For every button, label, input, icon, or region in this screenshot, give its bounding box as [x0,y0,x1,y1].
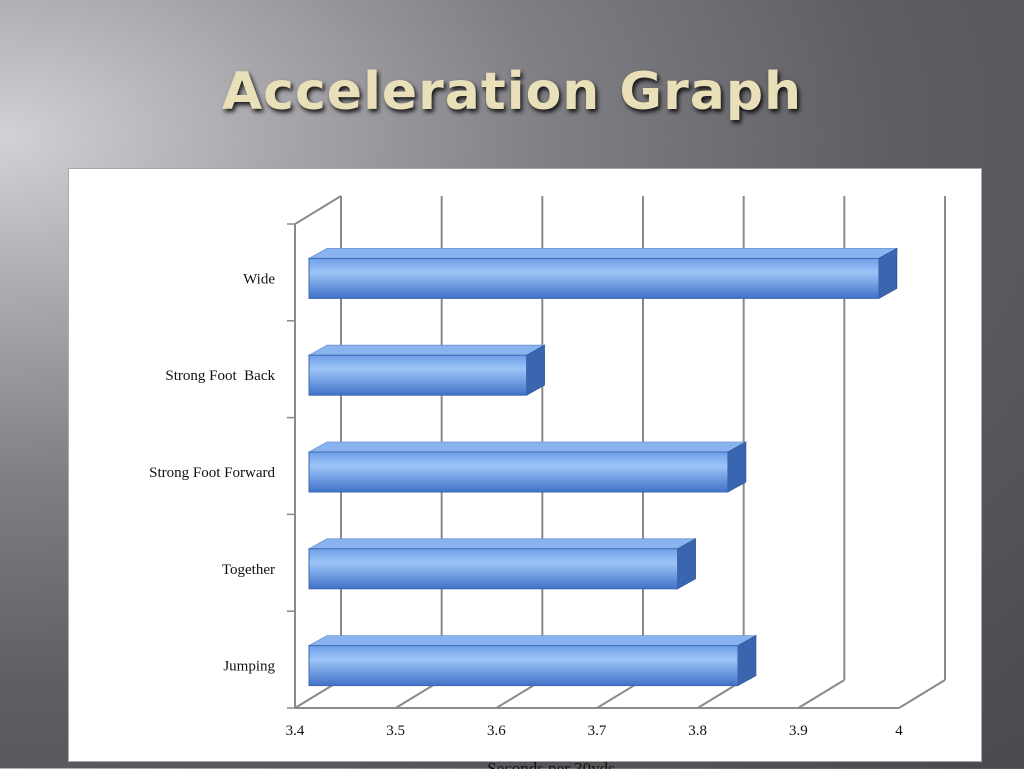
x-tick-label: 3.8 [688,723,707,739]
x-tick-label: 3.7 [588,723,607,739]
bar [307,247,899,300]
x-tick-label: 3.5 [386,723,405,739]
bar [307,538,698,590]
chart-frame: 3.4 3.5 3.6 3.7 3.8 3.9 4 Jumping Together Strong… [68,168,982,769]
x-tick-label: 3.4 [286,723,305,739]
x-tick-label: 3.9 [789,723,808,739]
y-category-label: Strong Foot Back [165,368,275,384]
x-axis-title: Seconds per 30yds [487,759,614,769]
slide-title: Acceleration Graph [221,62,803,122]
y-category-label: Wide [243,271,275,287]
bar [307,634,758,687]
y-category-label: Jumping [223,659,275,675]
y-category-label: Strong Foot Forward [149,465,275,481]
x-tick-label: 3.6 [487,723,506,739]
bar [307,441,748,493]
bar-chart: 3.4 3.5 3.6 3.7 3.8 3.9 4 Jumping Together Strong… [149,195,946,769]
x-tick-label: 4 [895,723,903,739]
y-category-label: Together [222,562,275,578]
bar [307,344,547,396]
